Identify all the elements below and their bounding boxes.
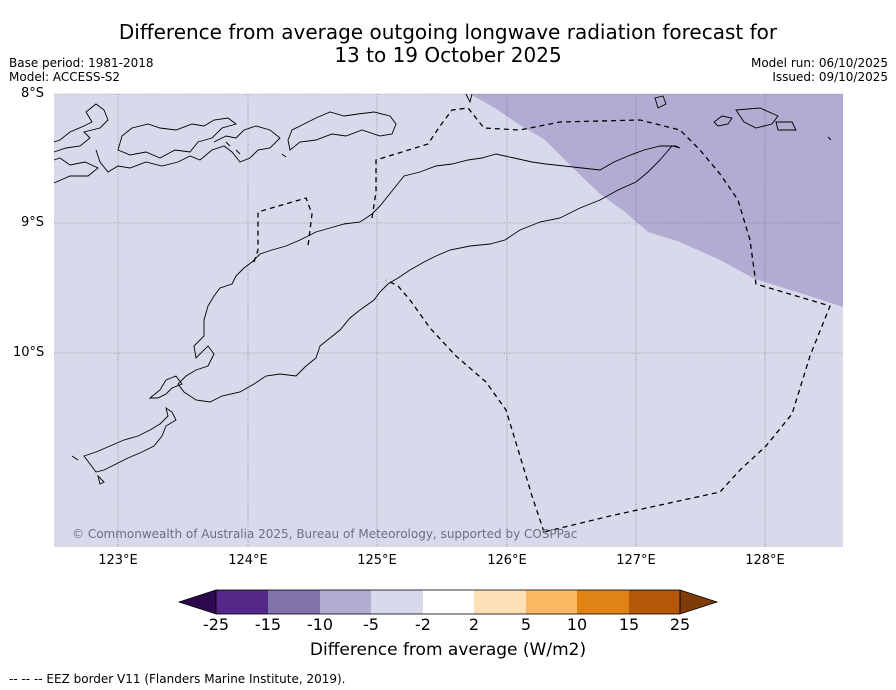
colorbar-tick: 10 bbox=[566, 615, 588, 634]
coastlines bbox=[53, 93, 832, 485]
colorbar-bin-n10-n5 bbox=[320, 590, 371, 614]
lon-label-126e: 126°E bbox=[487, 553, 527, 568]
lon-label-123e: 123°E bbox=[98, 553, 138, 568]
issued-date: Issued: 09/10/2025 bbox=[772, 70, 888, 84]
colorbar-bin-n15-n10 bbox=[268, 590, 320, 614]
lat-label-9s: 9°S bbox=[21, 215, 45, 230]
colorbar-tick: 25 bbox=[669, 615, 691, 634]
colorbar-bin-n2-2 bbox=[423, 590, 474, 614]
colorbar-bin-n5-n2 bbox=[371, 590, 423, 614]
colorbar-extend-max bbox=[679, 589, 719, 615]
chart-title-line1: Difference from average outgoing longwav… bbox=[118, 20, 778, 44]
colorbar-bin-5-10 bbox=[526, 590, 577, 614]
colorbar-extend-min bbox=[177, 589, 217, 615]
colorbar-bin-15-25 bbox=[629, 590, 680, 614]
gridlines bbox=[54, 93, 843, 547]
colorbar bbox=[177, 589, 719, 615]
colorbar-tick: -15 bbox=[254, 615, 282, 634]
model-run: Model run: 06/10/2025 bbox=[750, 56, 888, 70]
lon-label-127e: 127°E bbox=[616, 553, 656, 568]
colorbar-tick: -25 bbox=[202, 615, 230, 634]
lon-label-128e: 128°E bbox=[745, 553, 785, 568]
eez-border bbox=[253, 107, 831, 533]
colorbar-bin-n25-n15 bbox=[216, 590, 268, 614]
eez-footnote: -- -- -- EEZ border V11 (Flanders Marine… bbox=[9, 672, 346, 686]
copyright-notice: © Commonwealth of Australia 2025, Bureau… bbox=[72, 527, 578, 541]
colorbar-tick: -10 bbox=[306, 615, 334, 634]
lat-label-8s: 8°S bbox=[21, 86, 45, 101]
lat-label-10s: 10°S bbox=[13, 345, 45, 360]
colorbar-tick: 2 bbox=[468, 615, 480, 634]
map-area bbox=[53, 93, 843, 547]
lon-label-125e: 125°E bbox=[357, 553, 397, 568]
colorbar-tick: -5 bbox=[363, 615, 379, 634]
anomaly-region bbox=[470, 94, 843, 307]
chart-title-line2: 13 to 19 October 2025 bbox=[334, 43, 562, 67]
colorbar-outline bbox=[215, 589, 681, 615]
colorbar-bin-2-5 bbox=[474, 590, 526, 614]
colorbar-tick: 15 bbox=[618, 615, 640, 634]
lon-label-124e: 124°E bbox=[228, 553, 268, 568]
model-name: Model: ACCESS-S2 bbox=[9, 70, 121, 84]
base-period: Base period: 1981-2018 bbox=[9, 56, 154, 70]
colorbar-label: Difference from average (W/m2) bbox=[309, 640, 587, 660]
colorbar-bin-10-15 bbox=[577, 590, 629, 614]
colorbar-tick: -2 bbox=[415, 615, 431, 634]
colorbar-tick: 5 bbox=[520, 615, 532, 634]
